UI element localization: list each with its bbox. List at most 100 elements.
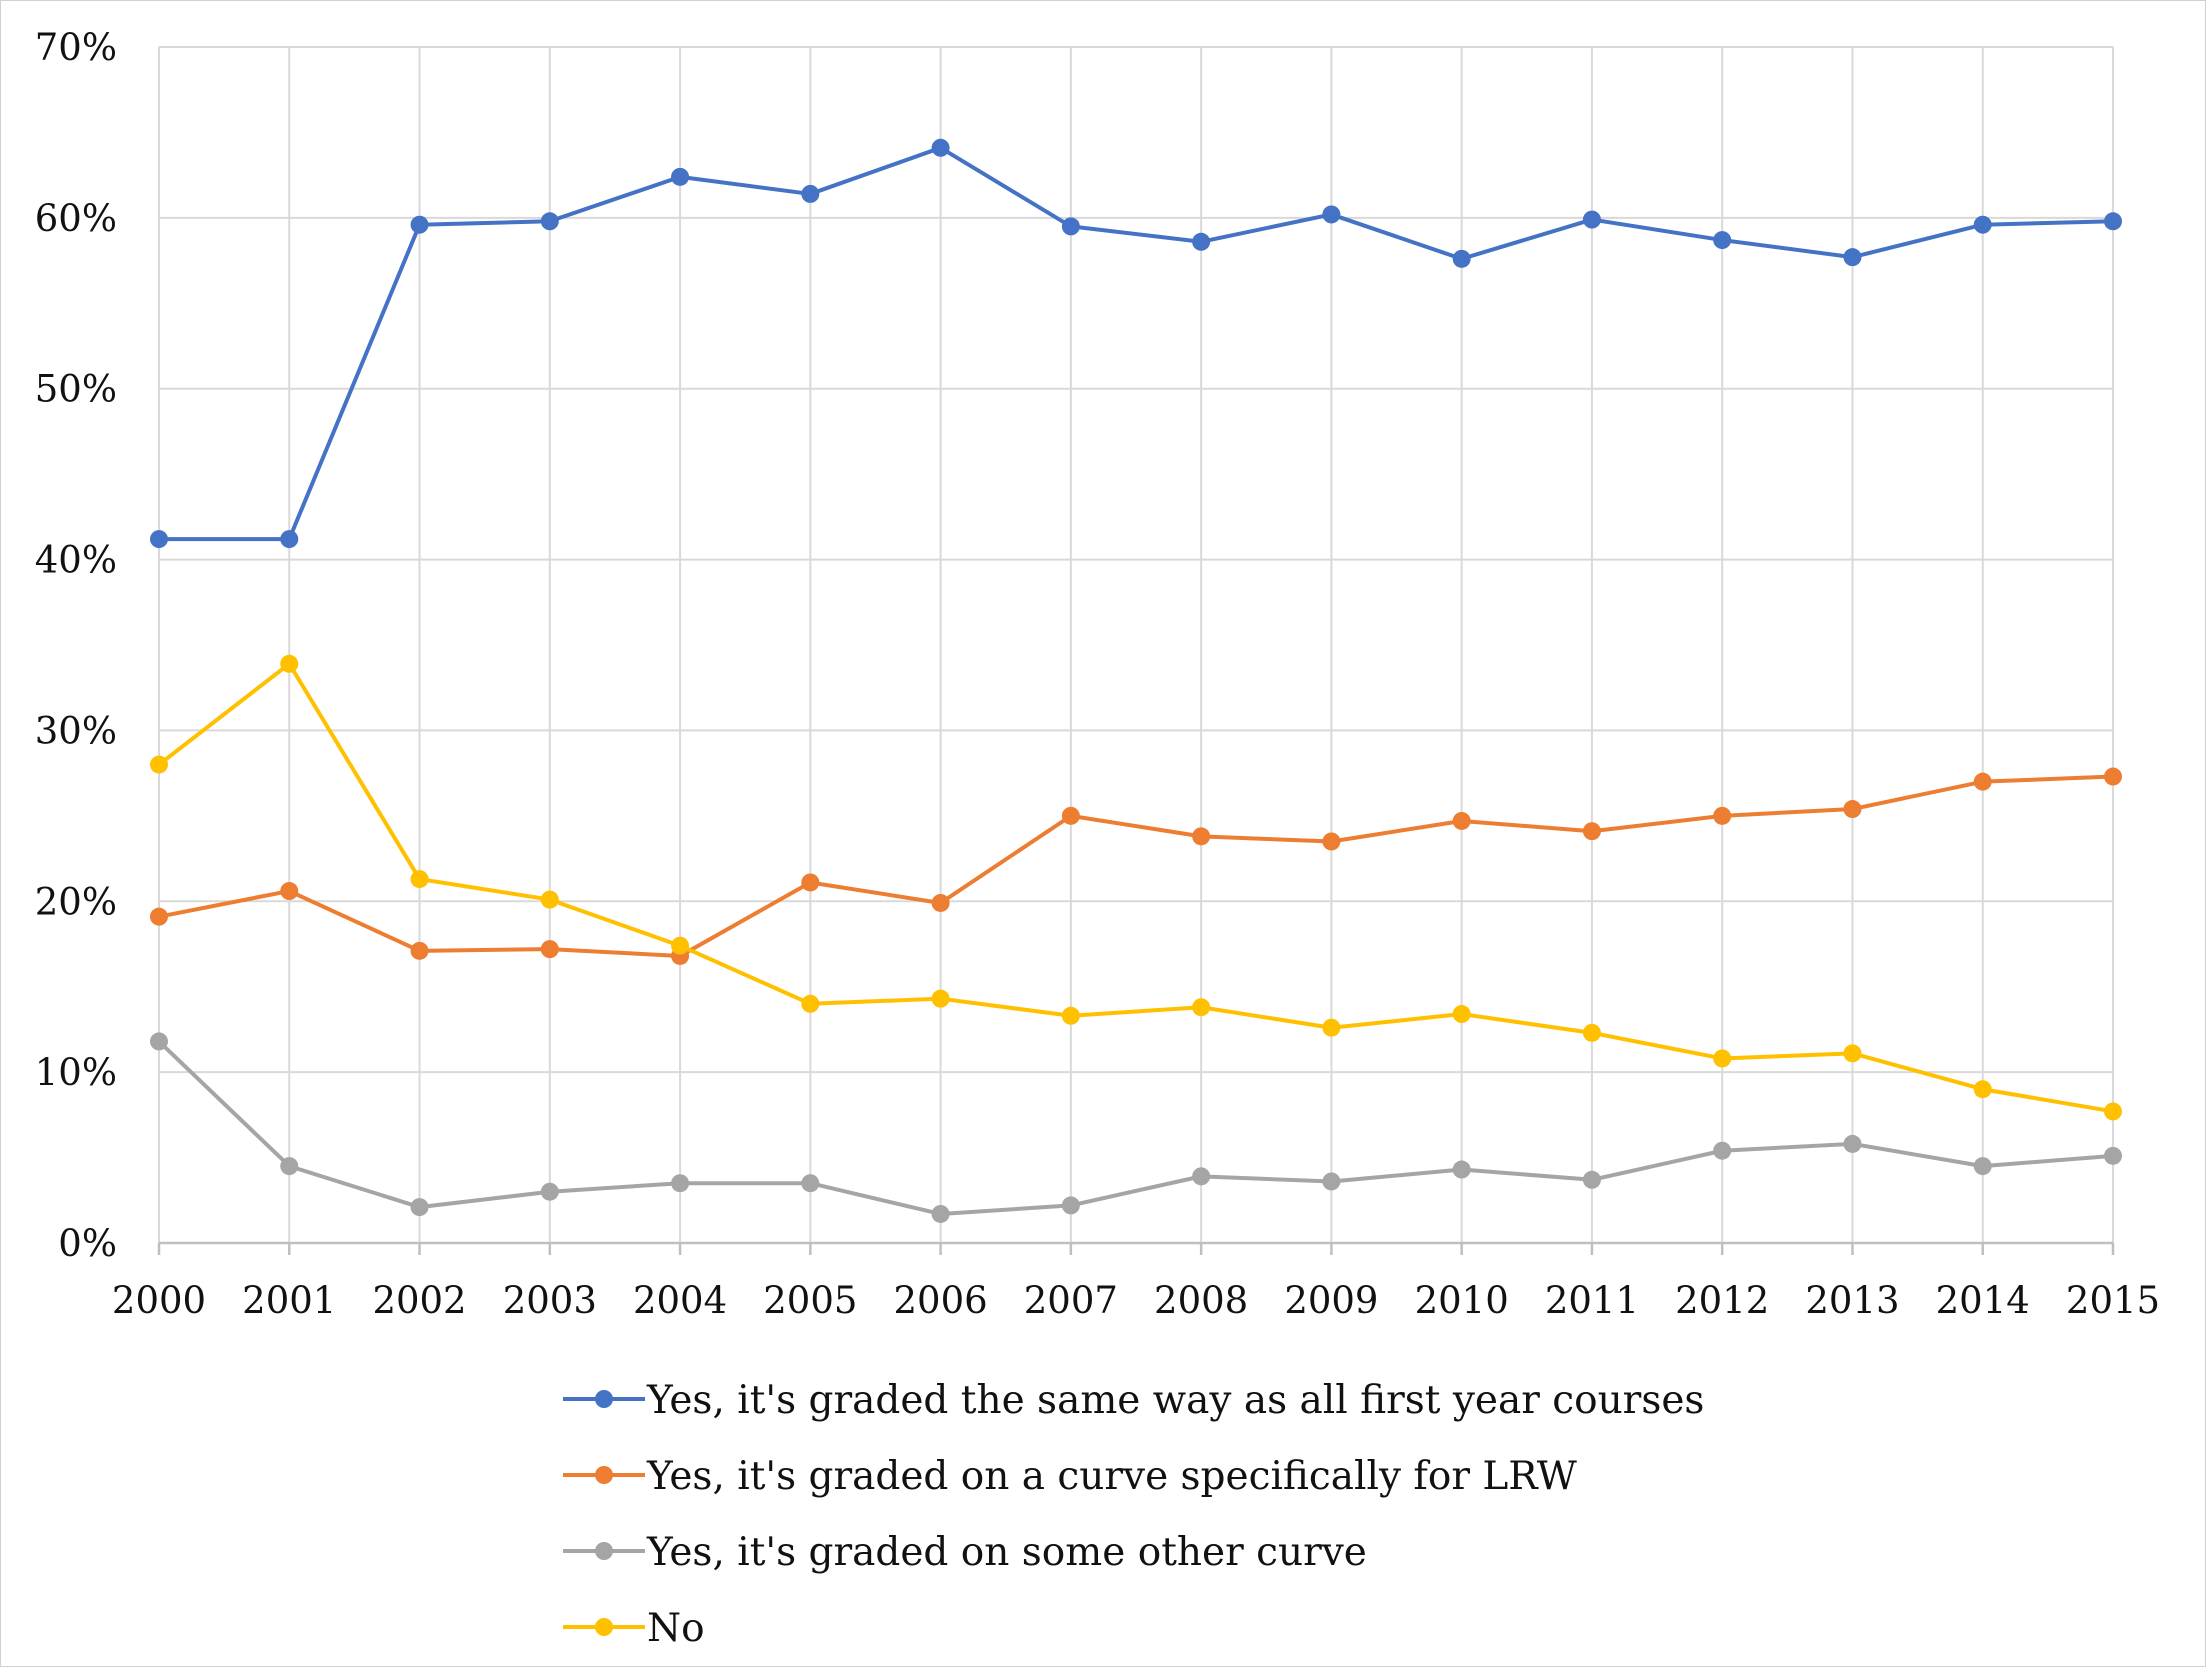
data-point xyxy=(540,890,559,909)
data-point xyxy=(1322,1018,1341,1037)
gridlines xyxy=(158,46,2114,1243)
data-point xyxy=(931,138,950,157)
legend-item: Yes, it's graded on some other curve xyxy=(563,1530,1367,1575)
y-tick-label: 10% xyxy=(35,1051,117,1094)
data-point xyxy=(280,530,299,549)
y-tick-label: 0% xyxy=(58,1222,117,1265)
series-1 xyxy=(150,138,2122,549)
series-2 xyxy=(150,767,2122,965)
legend-label: Yes, it's graded the same way as all fir… xyxy=(646,1378,1704,1423)
legend-marker xyxy=(595,1618,613,1636)
y-tick-label: 50% xyxy=(35,368,117,411)
x-tick-label: 2003 xyxy=(503,1279,597,1322)
data-point xyxy=(1843,800,1862,819)
data-point xyxy=(540,1182,559,1201)
data-point xyxy=(801,994,820,1013)
data-point xyxy=(801,184,820,203)
legend-item: No xyxy=(563,1606,705,1651)
data-point xyxy=(931,989,950,1008)
data-point xyxy=(671,167,690,186)
data-point xyxy=(2104,212,2122,231)
data-point xyxy=(801,873,820,892)
data-point xyxy=(671,936,690,955)
data-point xyxy=(280,1157,299,1176)
data-point xyxy=(150,530,168,549)
data-point xyxy=(1713,806,1732,825)
data-point xyxy=(540,212,559,231)
data-point xyxy=(2104,767,2122,786)
legend-item: Yes, it's graded the same way as all fir… xyxy=(563,1378,1704,1423)
data-point xyxy=(1192,232,1211,251)
x-tick-label: 2011 xyxy=(1545,1279,1639,1322)
legend-label: Yes, it's graded on a curve specifically… xyxy=(646,1454,1577,1499)
data-point xyxy=(2104,1102,2122,1121)
y-tick-label: 30% xyxy=(35,709,117,752)
data-point xyxy=(1192,1167,1211,1186)
x-tick-label: 2006 xyxy=(894,1279,988,1322)
legend: Yes, it's graded the same way as all fir… xyxy=(563,1378,1704,1651)
data-point xyxy=(2104,1146,2122,1165)
x-tick-label: 2013 xyxy=(1805,1279,1899,1322)
x-tick-label: 2012 xyxy=(1675,1279,1769,1322)
data-point xyxy=(931,893,950,912)
data-point xyxy=(280,882,299,901)
x-tick-label: 2008 xyxy=(1154,1279,1248,1322)
data-point xyxy=(671,1174,690,1193)
data-point xyxy=(410,1198,429,1217)
data-point xyxy=(1192,827,1211,846)
y-tick-label: 20% xyxy=(35,880,117,923)
series-lines xyxy=(150,138,2122,1223)
x-tick-label: 2010 xyxy=(1415,1279,1509,1322)
legend-marker xyxy=(595,1466,613,1484)
x-tick-label: 2015 xyxy=(2066,1279,2160,1322)
x-tick-label: 2005 xyxy=(763,1279,857,1322)
data-point xyxy=(1843,1044,1862,1063)
data-point xyxy=(1973,772,1992,791)
data-point xyxy=(1973,1080,1992,1099)
data-point xyxy=(1452,1005,1471,1024)
data-point xyxy=(1452,811,1471,830)
data-point xyxy=(1843,248,1862,267)
x-tick-label: 2014 xyxy=(1936,1279,2030,1322)
data-point xyxy=(1973,215,1992,234)
data-point xyxy=(1061,1006,1080,1025)
data-point xyxy=(410,870,429,889)
data-point xyxy=(801,1174,820,1193)
data-point xyxy=(150,1032,168,1051)
data-point xyxy=(1061,806,1080,825)
data-point xyxy=(1322,205,1341,224)
data-point xyxy=(1582,1170,1601,1189)
x-tick-label: 2002 xyxy=(372,1279,466,1322)
data-point xyxy=(1061,1196,1080,1215)
x-tick-label: 2007 xyxy=(1024,1279,1118,1322)
data-point xyxy=(1582,1023,1601,1042)
data-point xyxy=(1061,217,1080,236)
data-point xyxy=(280,654,299,673)
legend-item: Yes, it's graded on a curve specifically… xyxy=(563,1454,1577,1499)
data-point xyxy=(410,215,429,234)
y-tick-label: 40% xyxy=(35,539,117,582)
x-tick-label: 2004 xyxy=(633,1279,727,1322)
data-point xyxy=(1452,249,1471,268)
data-point xyxy=(1713,1049,1732,1068)
legend-label: No xyxy=(647,1606,705,1651)
series-line xyxy=(158,774,2114,958)
axes: 0% 10% 20% 30% 40% 50% 60% 70% 2000 2001 2002 2003 2… xyxy=(35,26,2160,1322)
x-tick-label: 2001 xyxy=(242,1279,336,1322)
series-3 xyxy=(150,1032,2122,1223)
series-line xyxy=(157,661,2114,1114)
data-point xyxy=(1843,1134,1862,1153)
legend-marker xyxy=(595,1390,613,1408)
data-point xyxy=(1452,1160,1471,1179)
x-tick-label: 2009 xyxy=(1284,1279,1378,1322)
y-tick-label: 60% xyxy=(35,197,117,240)
series-4 xyxy=(150,654,2122,1121)
data-point xyxy=(931,1204,950,1223)
data-point xyxy=(540,940,559,959)
data-point xyxy=(1322,1172,1341,1191)
data-point xyxy=(1713,1141,1732,1160)
series-line xyxy=(157,1039,2114,1216)
data-point xyxy=(1713,231,1732,250)
